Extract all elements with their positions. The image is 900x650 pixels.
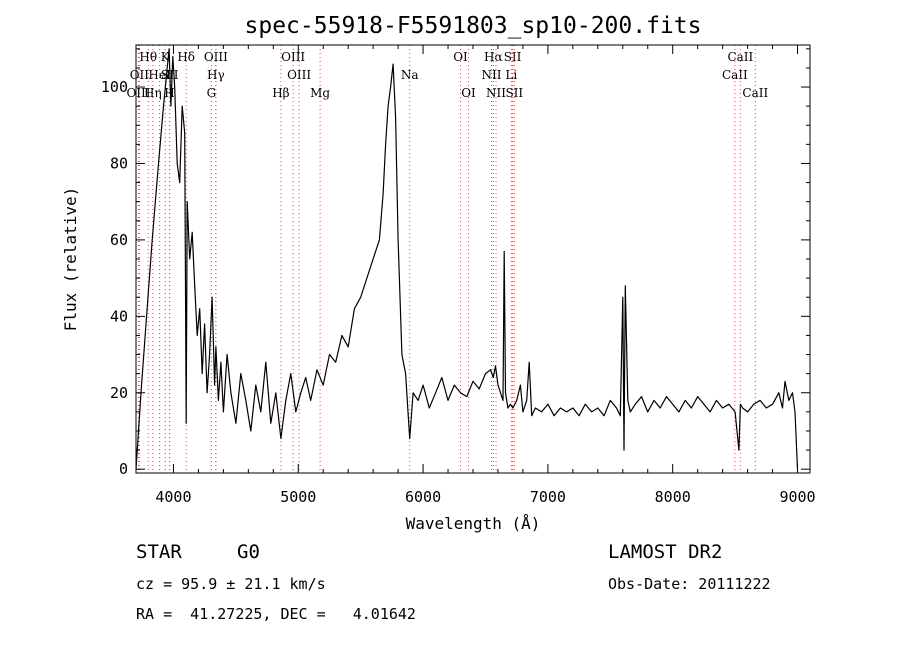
observation-date: Obs-Date: 20111222 [608, 575, 771, 593]
spectrum-series [135, 48, 799, 470]
x-tick-label: 9000 [779, 488, 815, 506]
x-tick-label: 8000 [655, 488, 691, 506]
line-marker-label: OIII [126, 86, 150, 100]
line-marker-label: Na [401, 68, 419, 82]
line-marker-label: OII [130, 68, 150, 82]
x-tick-label: 4000 [155, 488, 191, 506]
survey-name: LAMOST DR2 [608, 541, 723, 563]
y-tick-label: 100 [101, 78, 128, 96]
line-marker-label: CaII [742, 86, 768, 100]
coordinates-line: RA = 41.27225, DEC = 4.01642 [136, 605, 416, 623]
line-marker-label: CaII [727, 50, 753, 64]
line-marker-label: Hα [484, 50, 503, 64]
chart-title: spec-55918-F5591803_sp10-200.fits [245, 13, 702, 39]
line-marker-label: NII [481, 68, 501, 82]
line-marker-label: SII [505, 86, 523, 100]
line-marker-label: OI [461, 86, 476, 100]
line-marker-label: Hη [144, 86, 162, 100]
line-marker-label: NII [486, 86, 506, 100]
redshift-line: cz = 95.9 ± 21.1 km/s [136, 575, 326, 593]
y-tick-label: 20 [110, 384, 128, 402]
series-line-0 [135, 48, 799, 470]
line-marker-label: Li [505, 68, 517, 82]
line-marker-label: Mg [310, 86, 330, 100]
y-axis-label: Flux (relative) [61, 187, 80, 332]
y-tick-label: 80 [110, 154, 128, 172]
x-tick-label: 5000 [280, 488, 316, 506]
y-tick-label: 0 [119, 460, 128, 478]
line-marker-label: HeI [148, 68, 171, 82]
line-marker-label: G [207, 86, 217, 100]
x-axis-label: Wavelength (Å) [406, 514, 541, 533]
line-marker-label: Hβ [272, 86, 289, 100]
x-tick-label: 7000 [530, 488, 566, 506]
line-marker-label: K [161, 50, 171, 64]
y-tick-label: 40 [110, 307, 128, 325]
line-marker-label: SII [504, 50, 522, 64]
line-marker-label: OIII [281, 50, 305, 64]
line-marker-label: Hθ [139, 50, 157, 64]
line-marker-label: Hδ [177, 50, 195, 64]
line-marker-label: Hγ [207, 68, 225, 82]
x-tick-label: 6000 [405, 488, 441, 506]
line-marker-label: OIII [287, 68, 311, 82]
line-marker-label: OI [453, 50, 468, 64]
line-marker-label: CaII [722, 68, 748, 82]
axis-ticks: 4000 5000 6000 7000 8000 9000 0 20 40 60 80 100 [101, 45, 816, 506]
y-tick-label: 60 [110, 231, 128, 249]
object-subclass: G0 [237, 541, 260, 563]
object-class: STAR [136, 541, 182, 563]
